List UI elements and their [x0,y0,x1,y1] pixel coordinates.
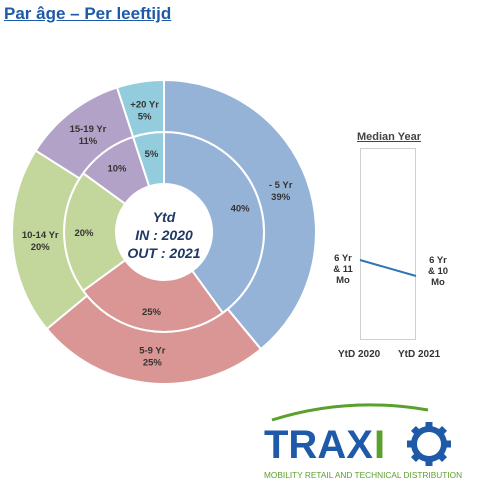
donut-label-outer-1: 5-9 Yr 25% [139,345,166,368]
median-x-tick-2021: YtD 2021 [398,349,441,360]
donut-label-outer-3: 15-19 Yr 11% [70,124,107,147]
median-value-label-2020: 6 Yr & 11 Mo [328,253,358,286]
donut-labels: 40% 25% 20% 10% 5% - 5 Yr 39% 5-9 Yr 25% 10-14 Yr… [22,100,293,369]
logo-letter-i: I [374,423,385,467]
donut-slices [11,78,317,385]
donut-chart: 40% 25% 20% 10% 5% - 5 Yr 39% 5-9 Yr 25% 10-14 Yr… [11,78,317,385]
logo-swoosh [271,403,429,422]
donut-label-inner-1: 25% [142,307,162,318]
median-label-2020-line-2: & 11 [333,264,353,275]
center-label-line-2: IN : 2020 [135,227,193,243]
donut-label-inner-4: 5% [145,149,159,160]
donut-label-outer-4: +20 Yr 5% [130,100,159,123]
donut-label-outer-2: 10-14 Yr 20% [22,230,59,253]
median-value-label-2021: 6 Yr & 10 Mo [423,255,453,288]
median-label-2020-line-1: 6 Yr [334,253,352,264]
median-series-line [359,259,417,277]
center-label-line-1: Ytd [153,209,176,225]
donut-slice-outer-1 [45,294,263,385]
donut-slice-outer-4 [115,78,165,139]
median-chart-title: Median Year [357,131,421,143]
median-x-tick-2020: YtD 2020 [338,349,381,360]
logo-wordmark: TRAX [264,423,373,467]
median-chart-frame [360,148,416,340]
donut-label-inner-0: 40% [231,203,251,214]
logo-tagline: MOBILITY RETAIL AND TECHNICAL DISTRIBUTI… [264,470,462,480]
median-label-2021-line-3: Mo [431,277,445,288]
donut-slice-outer-0 [163,78,317,351]
donut-label-inner-2: 20% [74,228,94,239]
median-label-2020-line-3: Mo [336,275,350,286]
traxio-logo: TRAX I MOBILITY RETAIL AND TECHNICAL DIS… [264,403,462,480]
donut-label-outer-0: - 5 Yr 39% [269,180,293,203]
center-label-line-3: OUT : 2021 [127,245,200,261]
median-label-2021-line-2: & 10 [427,266,449,277]
donut-label-inner-3: 10% [107,163,127,174]
page-title: Par âge – Per leeftijd [4,4,172,23]
logo-gear-icon [407,422,451,466]
median-label-2021-line-1: 6 Yr [429,255,447,266]
